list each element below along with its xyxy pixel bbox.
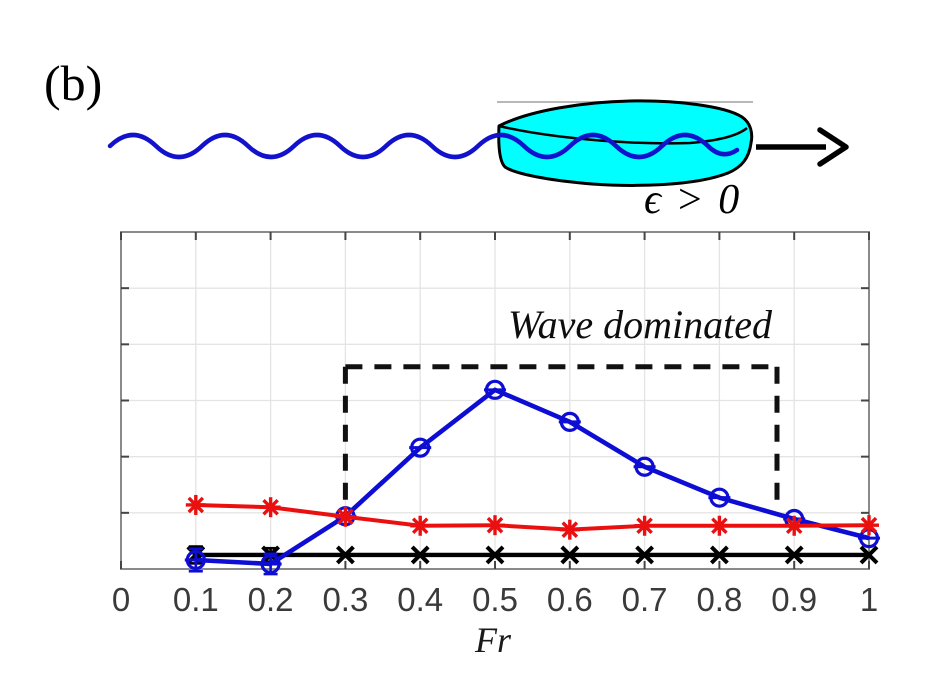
x-tick-label: 0.8 <box>696 581 743 618</box>
incident-wave <box>107 132 740 160</box>
x-tick-label: 0.7 <box>621 581 668 618</box>
motion-arrow-head <box>817 127 849 167</box>
series-line-red-asterisks <box>195 502 870 532</box>
x-tick-label: 0.5 <box>472 581 518 618</box>
x-tick-label: 0.9 <box>771 581 818 618</box>
x-tick-label: 0 <box>111 581 131 618</box>
series-line-blue-circles <box>195 387 870 567</box>
wave-dominated-box <box>342 364 780 513</box>
motion-arrow <box>756 127 849 167</box>
x-tick-label: 1 <box>859 581 879 618</box>
epsilon-condition-label: ϵ > 0 <box>644 177 742 223</box>
wave-dominated-label: Wave dominated <box>507 302 773 347</box>
x-tick-label: 0.1 <box>172 581 219 618</box>
x-tick-label: 0.4 <box>397 581 444 618</box>
x-tick-label: 0.3 <box>322 581 369 618</box>
tick-marks <box>120 232 870 569</box>
x-axis-label: Fr <box>475 620 511 660</box>
series-red-asterisks <box>185 494 879 540</box>
x-tick-label: 0.2 <box>247 581 294 618</box>
panel-label: (b) <box>44 55 103 111</box>
x-tick-label: 0.6 <box>546 581 593 618</box>
